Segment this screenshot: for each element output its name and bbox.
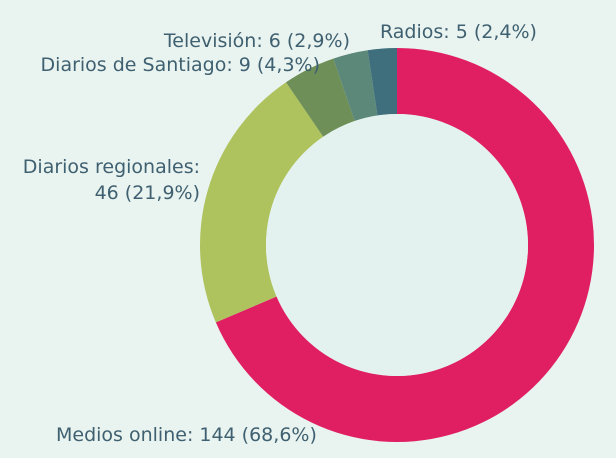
slice-television (333, 50, 378, 122)
label-diarios-de-santiago: Diarios de Santiago: 9 (4,3%) (41, 54, 320, 76)
label-medios-online: Medios online: 144 (68,6%) (56, 424, 317, 446)
slice-diarios-de-santiago (286, 58, 355, 137)
donut-hole (266, 114, 528, 376)
slice-labels: Medios online: 144 (68,6%) Diarios regio… (23, 21, 537, 446)
slice-diarios-regionales (200, 82, 324, 323)
label-television: Televisión: 6 (2,9%) (163, 30, 350, 52)
label-diarios-regionales-line1: Diarios regionales: (23, 156, 200, 178)
slice-medios-online (215, 48, 595, 443)
label-radios: Radios: 5 (2,4%) (380, 21, 537, 43)
label-diarios-regionales-line2: 46 (21,9%) (95, 182, 200, 204)
donut-slices (200, 48, 595, 443)
slice-radios (367, 48, 397, 116)
